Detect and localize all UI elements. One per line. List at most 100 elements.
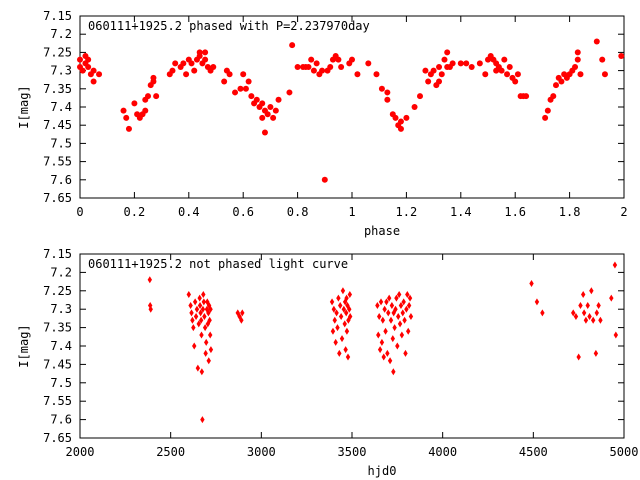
data-point bbox=[205, 320, 211, 328]
data-point bbox=[206, 357, 211, 365]
data-point bbox=[153, 93, 160, 100]
data-points bbox=[77, 38, 625, 183]
data-point bbox=[553, 82, 559, 89]
data-point bbox=[382, 305, 387, 313]
data-point bbox=[544, 107, 551, 114]
data-point bbox=[237, 313, 242, 321]
data-point bbox=[344, 294, 349, 302]
data-point bbox=[286, 89, 293, 96]
x-tick-label: 1 bbox=[348, 205, 355, 219]
data-point bbox=[202, 313, 207, 321]
y-tick-label: 7.25 bbox=[43, 284, 72, 298]
data-point bbox=[90, 78, 97, 85]
data-point bbox=[593, 38, 600, 45]
data-point bbox=[618, 53, 625, 60]
x-tick-label: 0.8 bbox=[287, 205, 309, 219]
data-point bbox=[397, 320, 403, 328]
data-point bbox=[408, 313, 414, 321]
data-point bbox=[380, 316, 386, 324]
data-point bbox=[391, 368, 396, 376]
data-point bbox=[590, 316, 596, 324]
data-point bbox=[193, 313, 199, 321]
y-tick-label: 7.65 bbox=[43, 191, 72, 205]
data-point bbox=[329, 298, 335, 306]
data-point bbox=[381, 353, 386, 361]
data-point bbox=[188, 302, 193, 310]
data-point bbox=[463, 60, 470, 67]
x-tick-label: 0.4 bbox=[178, 205, 200, 219]
data-point bbox=[198, 316, 204, 324]
y-tick-label: 7.3 bbox=[50, 64, 72, 78]
x-tick-label: 1.8 bbox=[559, 205, 581, 219]
x-tick-label: 2000 bbox=[66, 445, 95, 459]
data-point bbox=[207, 331, 213, 339]
data-point bbox=[377, 346, 383, 354]
data-point bbox=[120, 107, 127, 114]
y-tick-label: 7.35 bbox=[43, 82, 72, 96]
data-point bbox=[534, 298, 540, 306]
data-point bbox=[310, 67, 317, 74]
data-point bbox=[585, 302, 590, 310]
data-point bbox=[354, 71, 361, 78]
data-point bbox=[335, 56, 342, 63]
data-point bbox=[523, 93, 530, 100]
data-point bbox=[77, 56, 83, 63]
data-point bbox=[444, 49, 451, 56]
data-point bbox=[197, 294, 202, 302]
data-point bbox=[169, 67, 176, 74]
data-point bbox=[468, 63, 475, 70]
data-point bbox=[142, 107, 149, 114]
data-point bbox=[200, 416, 205, 424]
data-point bbox=[449, 60, 456, 67]
data-point bbox=[125, 125, 132, 132]
data-point bbox=[190, 316, 195, 324]
data-point bbox=[411, 104, 418, 110]
data-point bbox=[79, 67, 86, 74]
data-point bbox=[393, 305, 398, 313]
data-point bbox=[394, 294, 399, 302]
data-point bbox=[201, 298, 207, 306]
x-tick-label: 2 bbox=[620, 205, 627, 219]
data-point bbox=[581, 309, 587, 317]
data-point bbox=[131, 100, 138, 107]
data-point bbox=[347, 305, 352, 313]
data-point bbox=[308, 56, 315, 63]
y-tick-label: 7.2 bbox=[50, 27, 72, 41]
data-point bbox=[200, 305, 206, 313]
data-point bbox=[400, 309, 405, 317]
data-point bbox=[387, 357, 393, 365]
x-tick-label: 1.4 bbox=[450, 205, 472, 219]
data-points bbox=[147, 261, 619, 424]
data-point bbox=[396, 290, 402, 298]
data-point bbox=[210, 63, 217, 70]
data-point bbox=[319, 67, 326, 74]
data-point bbox=[558, 78, 565, 85]
data-point bbox=[386, 309, 391, 317]
data-point bbox=[436, 63, 443, 70]
data-point bbox=[398, 302, 404, 310]
y-tick-label: 7.2 bbox=[50, 265, 72, 279]
data-point bbox=[386, 294, 392, 302]
data-point bbox=[612, 261, 618, 269]
data-point bbox=[384, 89, 391, 96]
data-point bbox=[573, 313, 579, 321]
data-point bbox=[384, 96, 391, 103]
data-point bbox=[207, 316, 212, 324]
data-point bbox=[504, 71, 511, 78]
data-point bbox=[267, 104, 274, 110]
data-point bbox=[589, 287, 594, 295]
x-axis-label: phase bbox=[364, 224, 400, 238]
data-point bbox=[512, 78, 519, 85]
data-point bbox=[529, 279, 534, 287]
data-point bbox=[406, 327, 411, 335]
data-point bbox=[401, 298, 406, 306]
data-point bbox=[422, 67, 429, 74]
data-point bbox=[340, 287, 346, 295]
data-point bbox=[601, 71, 608, 78]
data-point bbox=[336, 294, 341, 302]
y-tick-label: 7.45 bbox=[43, 357, 72, 371]
data-point bbox=[232, 89, 239, 96]
data-point bbox=[392, 324, 397, 332]
x-tick-label: 5000 bbox=[610, 445, 639, 459]
data-point bbox=[313, 60, 320, 67]
